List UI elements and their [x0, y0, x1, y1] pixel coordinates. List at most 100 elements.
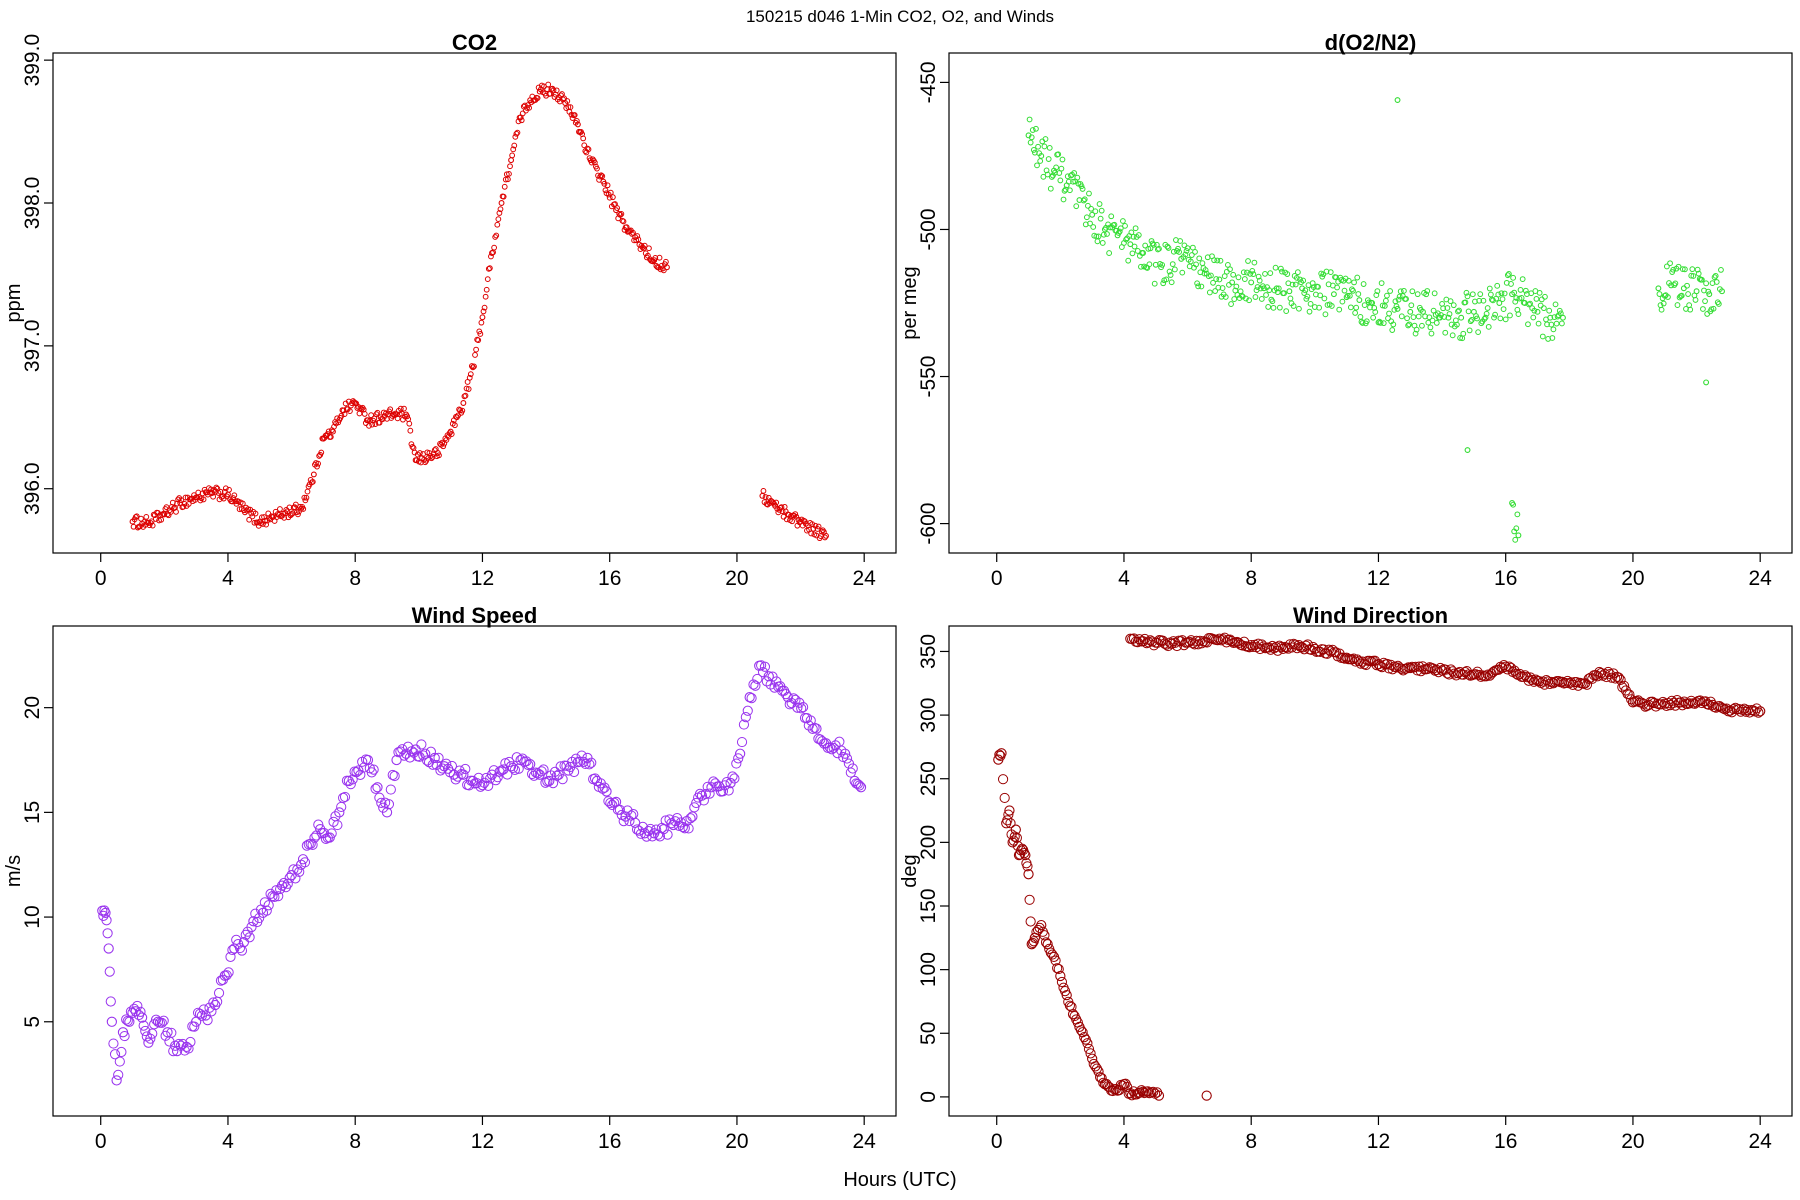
- wind_speed-point: [261, 905, 272, 916]
- co2-point: [479, 314, 486, 321]
- wind_speed-point: [297, 854, 309, 865]
- o2-point: [1353, 304, 1360, 311]
- co2-point: [303, 494, 310, 501]
- wind_direction-point: [1107, 1085, 1118, 1097]
- wind_speed-point: [328, 816, 339, 828]
- wind_direction-point: [1700, 696, 1711, 707]
- o2-point: [1346, 292, 1353, 299]
- o2-point: [1433, 320, 1440, 326]
- o2-point: [1266, 287, 1273, 294]
- wind_direction-point: [1053, 963, 1064, 975]
- co2-point: [506, 170, 512, 177]
- co2-point: [373, 411, 380, 418]
- o2-point: [1387, 288, 1394, 294]
- o2-point: [1538, 296, 1545, 303]
- co2-point: [226, 486, 232, 493]
- o2-point: [1130, 233, 1137, 240]
- co2-point: [567, 104, 574, 111]
- co2-point: [143, 513, 150, 520]
- wind_speed-point: [574, 756, 585, 767]
- o2-point: [1431, 290, 1438, 297]
- wind_speed-point: [427, 759, 438, 770]
- wind_speed-point: [847, 763, 858, 774]
- wind_speed-point: [330, 811, 341, 822]
- o2-point: [1667, 260, 1673, 267]
- o2-point: [1108, 213, 1115, 220]
- co2-point: [634, 233, 641, 239]
- o2-point: [1679, 266, 1686, 272]
- co2-point: [792, 511, 799, 518]
- co2-point: [387, 406, 394, 413]
- o2-point: [1169, 261, 1176, 268]
- wind_speed-point: [565, 761, 576, 773]
- wind_speed-point: [106, 1016, 118, 1027]
- o2-point: [1498, 290, 1505, 297]
- wind_speed-point: [246, 921, 257, 933]
- wind_direction-point: [1585, 672, 1596, 683]
- wind_direction-point: [1539, 679, 1550, 690]
- co2-point: [584, 145, 591, 152]
- wind_speed-point: [119, 1030, 130, 1042]
- wind_speed-point: [500, 758, 511, 769]
- wind_speed-point: [511, 752, 522, 763]
- o2-point: [1053, 164, 1059, 171]
- o2-point: [1674, 302, 1681, 308]
- wind_speed-point: [557, 774, 568, 785]
- co2-point: [407, 427, 414, 434]
- wind_direction-point: [1520, 670, 1531, 681]
- co2-point: [822, 534, 828, 541]
- wind_speed-point: [490, 775, 501, 786]
- o2-point: [1206, 289, 1213, 296]
- o2-point: [1397, 288, 1404, 295]
- wind_speed-point: [345, 779, 356, 790]
- wind_speed-point: [740, 712, 751, 723]
- wind_direction-point: [1064, 1000, 1075, 1011]
- o2-point: [1419, 322, 1425, 329]
- o2-point: [1125, 257, 1132, 264]
- o2-xtick-label: 24: [1749, 567, 1773, 590]
- wind_speed-point: [339, 791, 351, 803]
- wind_direction-point: [1663, 697, 1674, 709]
- o2-point: [1485, 323, 1492, 330]
- o2-point: [1339, 298, 1346, 305]
- o2-point: [1417, 306, 1424, 313]
- wind_direction-point: [1128, 1086, 1139, 1097]
- o2-point: [1520, 299, 1527, 306]
- wind_speed-point: [103, 943, 114, 954]
- wind_speed-point: [599, 782, 610, 793]
- wind_speed-point: [584, 759, 595, 770]
- wind_direction-point: [1128, 633, 1140, 644]
- wind_direction-point: [1056, 976, 1068, 988]
- wind_speed-point: [378, 802, 389, 813]
- o2-point: [1131, 243, 1138, 250]
- o2-point: [1074, 174, 1081, 181]
- wind_speed-point: [168, 1045, 179, 1057]
- wind_speed-point: [275, 883, 286, 895]
- o2-point: [1490, 297, 1496, 304]
- o2-point: [1250, 271, 1257, 277]
- o2-point: [1395, 296, 1402, 303]
- wind_speed-point: [338, 792, 349, 803]
- co2-ytick-label: 398.0: [21, 177, 44, 230]
- o2-point: [1527, 300, 1533, 307]
- o2-point: [1183, 247, 1190, 254]
- wind_direction-point: [1523, 675, 1534, 686]
- wind_direction-point: [1403, 662, 1414, 673]
- co2-xtick-label: 24: [853, 567, 877, 590]
- o2-point: [1558, 320, 1565, 327]
- wind_speed-point: [156, 1017, 167, 1028]
- co2-point: [200, 496, 207, 503]
- o2-point: [1495, 291, 1502, 298]
- wind_speed-point: [185, 1036, 196, 1048]
- o2-point: [1301, 290, 1308, 296]
- o2-point: [1196, 255, 1203, 262]
- o2-point: [1703, 379, 1710, 386]
- co2-point: [244, 507, 250, 514]
- o2-point: [1526, 301, 1532, 308]
- wind_speed-point: [635, 828, 646, 839]
- o2-point: [1194, 280, 1201, 287]
- wind_direction-point: [1026, 939, 1037, 950]
- o2-point: [1044, 171, 1051, 178]
- wind_direction-point: [1141, 638, 1152, 649]
- wind_direction-ytick-label: 300: [917, 698, 940, 733]
